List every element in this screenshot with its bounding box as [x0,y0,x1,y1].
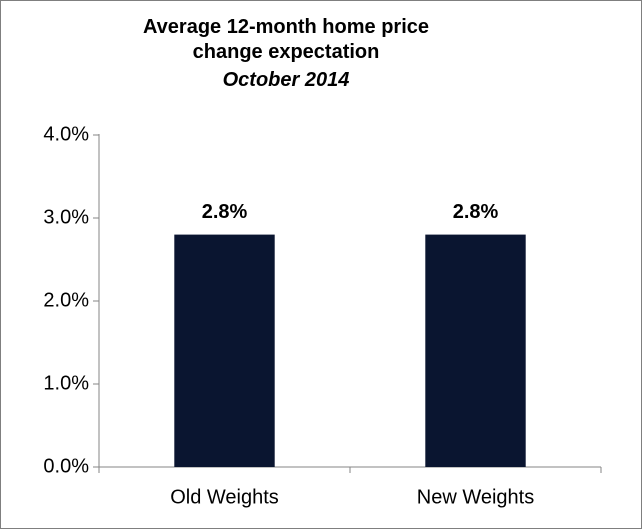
y-tick-label: 0.0% [43,455,89,477]
y-tick-label: 3.0% [43,206,89,228]
bar [174,234,275,467]
y-tick-label: 2.0% [43,289,89,311]
chart-title: Average 12-month home price change expec… [142,16,429,63]
data-label: 2.8% [202,201,248,223]
x-tick-label: New Weights [417,486,534,508]
y-tick-label: 4.0% [43,123,89,145]
data-label: 2.8% [453,201,499,223]
chart-subtitle: October 2014 [222,69,350,91]
y-tick-label: 1.0% [43,372,89,394]
x-tick-label: Old Weights [170,486,279,508]
bar [425,234,526,467]
